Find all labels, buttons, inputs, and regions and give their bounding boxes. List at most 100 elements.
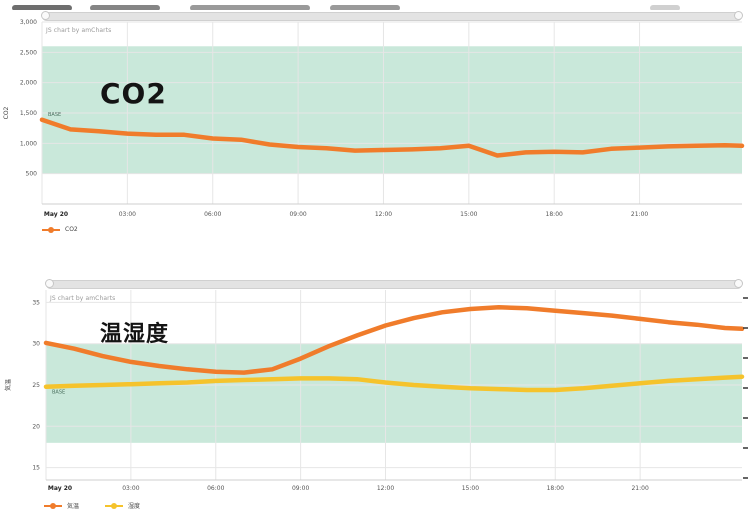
co2-co2-point — [666, 145, 670, 148]
temp-humidity-scrollbar-start-grip[interactable] — [45, 279, 54, 288]
co2-x-tick-label: 03:00 — [119, 211, 136, 218]
temp-humidity-humidity-point — [695, 377, 699, 381]
temp-humidity-x-tick-label: 21:00 — [631, 485, 648, 492]
temp-humidity-scrollbar[interactable] — [45, 279, 743, 289]
temp-humidity-humidity-point — [101, 383, 104, 387]
temp-humidity-temperature-point — [582, 311, 585, 315]
co2-co2-point — [552, 150, 556, 154]
temp-humidity-temperature-point — [44, 341, 48, 345]
temp-humidity-humidity-point — [214, 379, 218, 383]
co2-x-tick-label: 09:00 — [289, 211, 306, 218]
temp-humidity-chart-credit: JS chart by amCharts — [50, 295, 116, 302]
co2-scrollbar[interactable] — [41, 11, 743, 21]
co2-chart-panel: 3,000 2,500 2,000 1,500 1,000 500 May 20 03:00 0… — [0, 10, 748, 250]
temp-humidity-temperature-point — [355, 334, 359, 337]
temp-humidity-humidity-point — [440, 385, 444, 388]
co2-co2-point — [239, 138, 243, 141]
temp-humidity-humidity-point — [723, 376, 727, 379]
co2-co2-point — [609, 147, 613, 151]
co2-co2-point — [97, 129, 101, 133]
co2-co2-point — [740, 144, 744, 148]
temp-humidity-series-line-humidity — [43, 374, 745, 393]
temp-humidity-chart: 35 30 25 20 15 May 20 03:00 06:00 09:00 12:00 15:0… — [4, 290, 748, 492]
temp-humidity-overlay-title: 温湿度 — [100, 322, 170, 347]
co2-co2-point — [439, 146, 442, 150]
legend-marker-co2 — [42, 226, 60, 233]
temp-humidity-humidity-point — [355, 377, 359, 381]
temp-humidity-temperature-point — [214, 370, 218, 374]
temp-humidity-humidity-point — [242, 378, 246, 382]
temp-humidity-temperature-point — [271, 368, 274, 371]
temp-humidity-humidity-point — [299, 377, 302, 380]
co2-scrollbar-start-grip[interactable] — [41, 11, 50, 20]
co2-range-band — [42, 46, 742, 174]
temp-humidity-y-tick-label: 25 — [32, 382, 40, 389]
co2-overlay-title: CO2 — [100, 77, 167, 110]
top-cropped-shapes — [12, 5, 680, 10]
co2-x-tick-label: May 20 — [44, 211, 68, 218]
temp-humidity-temperature-point — [101, 354, 104, 358]
co2-x-tick-label: 12:00 — [375, 211, 392, 218]
legend-marker-temperature — [44, 502, 62, 509]
temp-humidity-x-tick-label: May 20 — [48, 485, 72, 492]
temp-humidity-temperature-point — [327, 344, 331, 348]
legend-item-co2[interactable]: CO2 — [42, 226, 78, 233]
temp-humidity-temperature-point — [242, 371, 246, 374]
legend-marker-humidity — [105, 502, 124, 509]
legend-item-temperature[interactable]: 気温 — [44, 501, 79, 510]
co2-co2-point — [325, 146, 328, 150]
temp-humidity-y-tick-label: 30 — [32, 341, 40, 348]
co2-y-tick-label: 1,000 — [20, 140, 37, 147]
co2-series-line-co2 — [39, 117, 745, 158]
co2-co2-point — [638, 146, 641, 149]
co2-co2-point — [382, 148, 385, 152]
temp-humidity-temperature-point — [440, 311, 444, 314]
temp-humidity-y-tick-label: 20 — [32, 423, 40, 430]
legend-dot-co2 — [48, 226, 54, 233]
legend-dot-temperature — [50, 502, 56, 509]
temp-humidity-humidity-point — [667, 379, 670, 383]
temp-humidity-humidity-point — [740, 375, 744, 379]
temp-humidity-x-tick-label: 09:00 — [292, 485, 309, 492]
temp-humidity-humidity-point — [44, 385, 48, 388]
co2-co2-point — [695, 144, 698, 148]
co2-y-tick-label: 500 — [26, 171, 38, 178]
legend-item-humidity[interactable]: 湿度 — [105, 501, 140, 510]
temp-humidity-temperature-point — [638, 317, 642, 321]
temp-humidity-humidity-point — [525, 388, 529, 392]
temp-humidity-temperature-point — [723, 326, 727, 330]
co2-co2-point — [268, 143, 271, 146]
temp-humidity-temperature-point — [299, 357, 302, 360]
temp-humidity-temperature-point — [129, 360, 133, 364]
co2-co2-point — [126, 132, 129, 135]
temp-humidity-humidity-point — [638, 382, 642, 385]
temp-humidity-temperature-point — [610, 314, 614, 317]
co2-co2-point — [495, 154, 499, 157]
co2-co2-point — [40, 118, 44, 121]
legend-label-humidity: 湿度 — [128, 503, 141, 510]
temp-humidity-humidity-point — [271, 377, 274, 381]
temp-humidity-humidity-point — [469, 387, 472, 390]
temp-humidity-temperature-point — [695, 323, 699, 326]
temp-humidity-temperature-point — [157, 364, 161, 368]
co2-y-tick-label: 2,000 — [20, 80, 37, 87]
co2-co2-point — [154, 133, 158, 137]
temp-humidity-humidity-point — [129, 382, 133, 386]
temp-humidity-temperature-point — [412, 316, 416, 320]
co2-co2-point — [410, 148, 414, 151]
co2-band-label: BASE — [48, 112, 61, 118]
temp-humidity-temperature-point — [72, 347, 76, 350]
temp-humidity-humidity-point — [72, 384, 76, 388]
co2-y-tick-label: 2,500 — [20, 49, 37, 56]
co2-y-tick-label: 1,500 — [20, 110, 37, 117]
co2-scrollbar-end-grip[interactable] — [734, 11, 743, 20]
temp-humidity-temperature-point — [469, 307, 472, 311]
temp-humidity-scrollbar-end-grip[interactable] — [734, 279, 743, 288]
temp-humidity-humidity-point — [186, 381, 189, 384]
temp-humidity-humidity-point — [384, 381, 387, 384]
co2-co2-point — [467, 144, 471, 148]
temp-humidity-temperature-point — [525, 306, 529, 310]
co2-y-tick-label: 3,000 — [20, 19, 37, 26]
temp-humidity-y-tick-label: 15 — [32, 465, 40, 472]
co2-co2-point — [182, 133, 186, 137]
